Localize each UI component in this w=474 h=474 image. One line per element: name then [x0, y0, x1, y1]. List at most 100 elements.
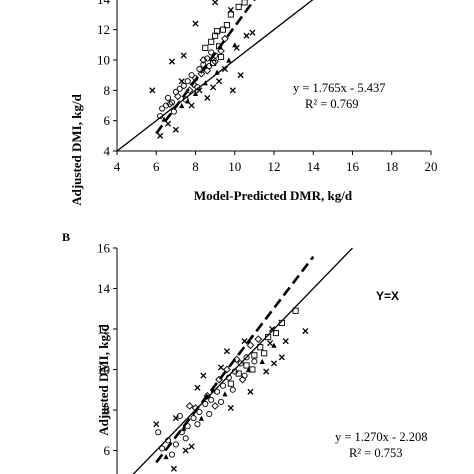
panel-a-x-tick-label: 14: [307, 159, 321, 174]
panel-b-identity-line: [132, 247, 353, 474]
panel-a-plot: [116, 0, 314, 152]
panel-a-point-cross: [243, 32, 250, 39]
panel-a-point-circle: [208, 49, 215, 56]
panel-a-point-square: [219, 26, 227, 33]
panel-a-y-tick-label: 6: [104, 113, 111, 128]
panel-a-series-diamond: [166, 34, 229, 108]
panel-b-point-circle: [190, 415, 197, 422]
panel-b-point-cross: [247, 388, 254, 395]
panel-b-point-circle: [202, 400, 209, 407]
panel-b-point-circle: [159, 445, 166, 452]
panel-b-point-cross: [241, 338, 248, 345]
panel-b-y-tick-label: 10: [97, 362, 110, 377]
panel-b-point-circle: [196, 408, 203, 416]
panel-a-point-cross: [227, 6, 234, 14]
panel-b-point-triangle: [198, 415, 204, 421]
panel-b-y-tick-label: 8: [104, 403, 111, 418]
panel-a-point-cross: [164, 120, 172, 127]
panel-b-regression-equation: y = 1.270x - 2.208: [335, 430, 427, 444]
panel-a-point-diamond: [197, 69, 206, 78]
panel-b-plot: [132, 247, 353, 474]
panel-a-series-cross: [149, 0, 256, 139]
panel-b-point-circle: [241, 372, 248, 379]
panel-b-point-square: [257, 344, 264, 351]
panel-a-y-tick-label: 8: [104, 83, 111, 98]
panel-a-point-square: [235, 3, 242, 10]
panel-a-point-square: [223, 22, 230, 29]
panel-b-y-tick-label: 12: [97, 322, 110, 337]
panel-b-point-square: [249, 366, 256, 373]
panel-b-point-circle: [231, 368, 238, 375]
panel-b-y-tick-label: 14: [97, 281, 111, 296]
panel-a-point-cross: [178, 78, 185, 85]
panel-a-point-cross: [149, 87, 156, 94]
panel-a-point-triangle: [192, 90, 199, 96]
panel-b-point-cross: [217, 364, 225, 371]
panel-b-point-square: [227, 380, 234, 387]
panel-b-point-circle: [237, 360, 244, 367]
panel-a-x-tick-label: 4: [114, 159, 121, 174]
panel-a-point-square: [212, 32, 219, 39]
panel-b-series-cross: [153, 325, 309, 472]
panel-b-point-cross: [267, 340, 274, 347]
panel-b-point-triangle: [210, 387, 216, 393]
panel-a-point-circle: [172, 88, 179, 95]
panel-b-y-axis-title: Adjusted DMI, kg/d: [96, 323, 111, 435]
panel-b-point-cross: [153, 421, 160, 428]
panel-a-point-diamond: [174, 92, 182, 101]
panel-a-point-diamond: [166, 100, 174, 108]
panel-a-point-triangle: [226, 57, 232, 63]
panel-b-point-circle: [172, 441, 179, 448]
panel-a-point-cross: [180, 52, 187, 59]
panel-b-point-triangle: [163, 453, 169, 460]
panel-a-point-circle: [164, 94, 172, 101]
panel-a-point-diamond: [185, 86, 194, 95]
panel-b-identity-label: Y=X: [376, 289, 399, 303]
panel-b-point-cross: [270, 360, 278, 367]
panel-b-point-circle: [243, 354, 250, 361]
panel-b-point-circle: [206, 410, 213, 418]
panel-b-point-cross: [302, 327, 309, 335]
panel-a-point-triangle: [202, 80, 208, 86]
panel-a-r-squared: R² = 0.769: [305, 97, 359, 111]
panel-a-y-tick-label: 14: [97, 0, 111, 7]
panel-b-label: B: [62, 230, 70, 244]
panel-a-point-circle: [192, 75, 199, 82]
panel-b-point-cross: [182, 447, 189, 454]
panel-a-x-tick-label: 20: [425, 159, 438, 174]
panel-b-point-diamond: [238, 375, 247, 384]
panel-b-y-tick-label: 16: [97, 241, 111, 256]
panel-b-point-diamond: [232, 355, 241, 364]
panel-a-x-axis: 4 6 8 10 12 14 16 18 20: [114, 150, 438, 174]
panel-a-y-axis-title: Adjusted DMI, kg/d: [69, 93, 84, 205]
panel-b-point-circle: [164, 437, 172, 444]
panel-a-series-square: [202, 0, 248, 67]
panel-b-point-circle: [208, 396, 215, 403]
panel-b-point-cross: [170, 465, 177, 472]
panel-a-point-square: [241, 0, 248, 6]
panel-b-point-triangle: [222, 391, 228, 397]
panel-a-point-circle: [157, 113, 164, 120]
panel-a-x-tick-label: 18: [385, 159, 398, 174]
panel-b-series-circle: [155, 354, 258, 458]
panel-b-regression-line: [155, 255, 315, 464]
panel-a-x-tick-label: 16: [346, 159, 360, 174]
panel-a-point-circle: [184, 78, 191, 85]
panel-b-series-triangle: [163, 342, 277, 460]
panel-a-point-diamond: [217, 47, 225, 55]
panel-a-point-square: [217, 53, 225, 61]
panel-a-point-cross: [229, 87, 236, 94]
panel-b-point-circle: [155, 429, 162, 436]
panel-a-y-tick-label: 12: [97, 22, 110, 37]
panel-a-point-triangle: [161, 116, 167, 122]
panel-b-point-cross: [282, 338, 289, 345]
panel-b-series-diamond: [185, 335, 263, 412]
panel-b-point-triangle: [271, 342, 277, 348]
panel-a-x-axis-title: Model-Predicted DMR, kg/d: [194, 188, 353, 203]
panel-b-point-square: [235, 370, 242, 377]
panel-a-point-circle: [194, 84, 201, 91]
panel-b-point-square: [261, 350, 268, 357]
panel-a-point-square: [227, 11, 234, 18]
panel-a-point-cross: [210, 84, 217, 91]
panel-a-point-cross: [196, 87, 203, 94]
